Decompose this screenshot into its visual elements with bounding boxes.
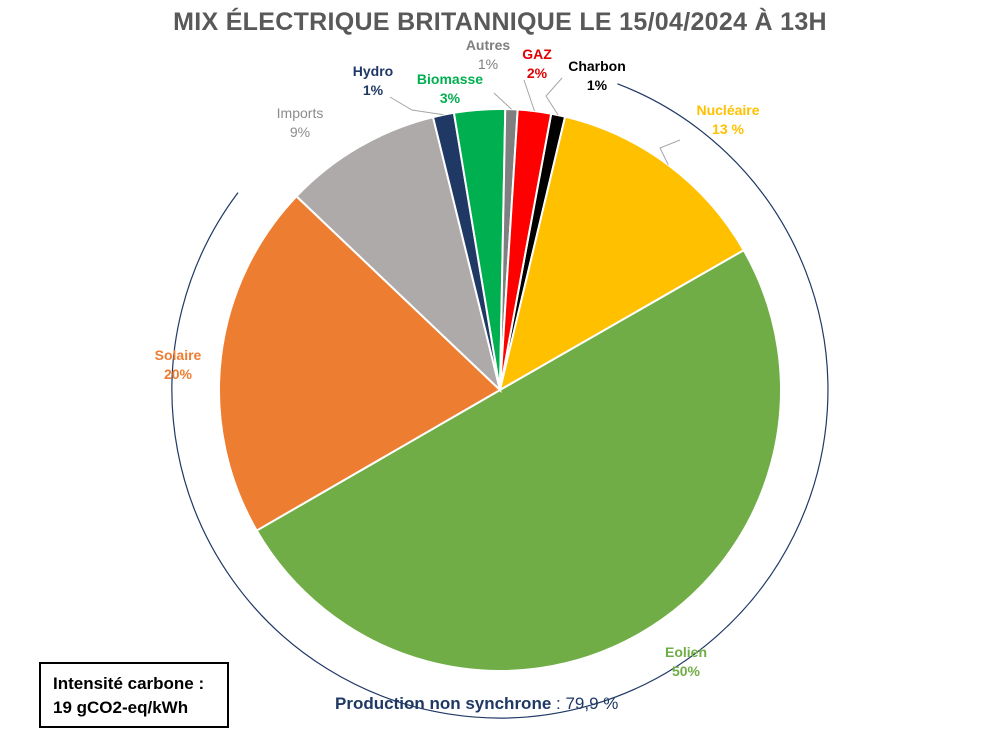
carbon-intensity-line2: 19 gCO2-eq/kWh bbox=[53, 698, 189, 717]
non-synchronous-note: Production non synchrone : 79,9 % bbox=[335, 694, 618, 714]
label-gaz-value: 2% bbox=[526, 65, 548, 81]
label-nucleaire: Nucléaire 13 % bbox=[696, 101, 759, 139]
label-hydro-value: 1% bbox=[362, 82, 384, 98]
label-charbon-value: 1% bbox=[586, 77, 608, 93]
non-synchronous-arc bbox=[171, 83, 829, 719]
label-autres-value: 1% bbox=[477, 56, 499, 72]
label-autres: Autres 1% bbox=[466, 36, 510, 74]
label-hydro-name: Hydro bbox=[352, 63, 394, 79]
label-nucleaire-name: Nucléaire bbox=[696, 102, 760, 118]
label-solaire: Solaire 20% bbox=[155, 346, 202, 384]
label-biomasse-name: Biomasse bbox=[416, 71, 484, 87]
carbon-intensity-line1: Intensité carbone : bbox=[53, 674, 205, 693]
label-charbon-name: Charbon bbox=[568, 58, 626, 74]
label-gaz: GAZ 2% bbox=[522, 45, 552, 83]
leader-line-charbon bbox=[545, 77, 563, 116]
label-gaz-name: GAZ bbox=[522, 46, 552, 62]
pie-slice-eolien bbox=[255, 248, 782, 672]
leader-line-hydro bbox=[389, 96, 444, 116]
label-eolien-value: 50% bbox=[671, 663, 701, 679]
non-synchronous-value: : 79,9 % bbox=[551, 694, 619, 713]
label-imports-name: Imports bbox=[276, 105, 324, 121]
leader-lines bbox=[389, 77, 681, 166]
leader-line-autres bbox=[493, 92, 512, 110]
non-synchronous-label: Production non synchrone bbox=[335, 694, 552, 713]
label-imports: Imports 9% bbox=[277, 104, 324, 142]
label-charbon: Charbon 1% bbox=[568, 57, 626, 95]
pie-slice-gaz bbox=[499, 108, 553, 391]
carbon-intensity-box: Intensité carbone : 19 gCO2-eq/kWh bbox=[39, 662, 229, 728]
label-imports-value: 9% bbox=[289, 124, 311, 140]
label-biomasse: Biomasse 3% bbox=[417, 70, 483, 108]
label-eolien: Eolien 50% bbox=[665, 643, 707, 681]
label-autres-name: Autres bbox=[465, 37, 511, 53]
non-synchronous-arc-layer bbox=[171, 83, 829, 719]
label-eolien-name: Eolien bbox=[664, 644, 708, 660]
label-solaire-value: 20% bbox=[163, 366, 193, 382]
pie-slice-solaire bbox=[218, 194, 502, 532]
pie-slices bbox=[218, 108, 782, 672]
label-hydro: Hydro 1% bbox=[353, 62, 393, 100]
leader-line-gaz bbox=[523, 79, 535, 112]
label-solaire-name: Solaire bbox=[154, 347, 202, 363]
label-biomasse-value: 3% bbox=[439, 90, 461, 106]
chart-title: MIX ÉLECTRIQUE BRITANNIQUE LE 15/04/2024… bbox=[173, 8, 827, 36]
pie-slice-nucleaire bbox=[498, 115, 746, 393]
leader-line-nucleaire bbox=[659, 139, 681, 166]
label-nucleaire-value: 13 % bbox=[712, 121, 744, 137]
